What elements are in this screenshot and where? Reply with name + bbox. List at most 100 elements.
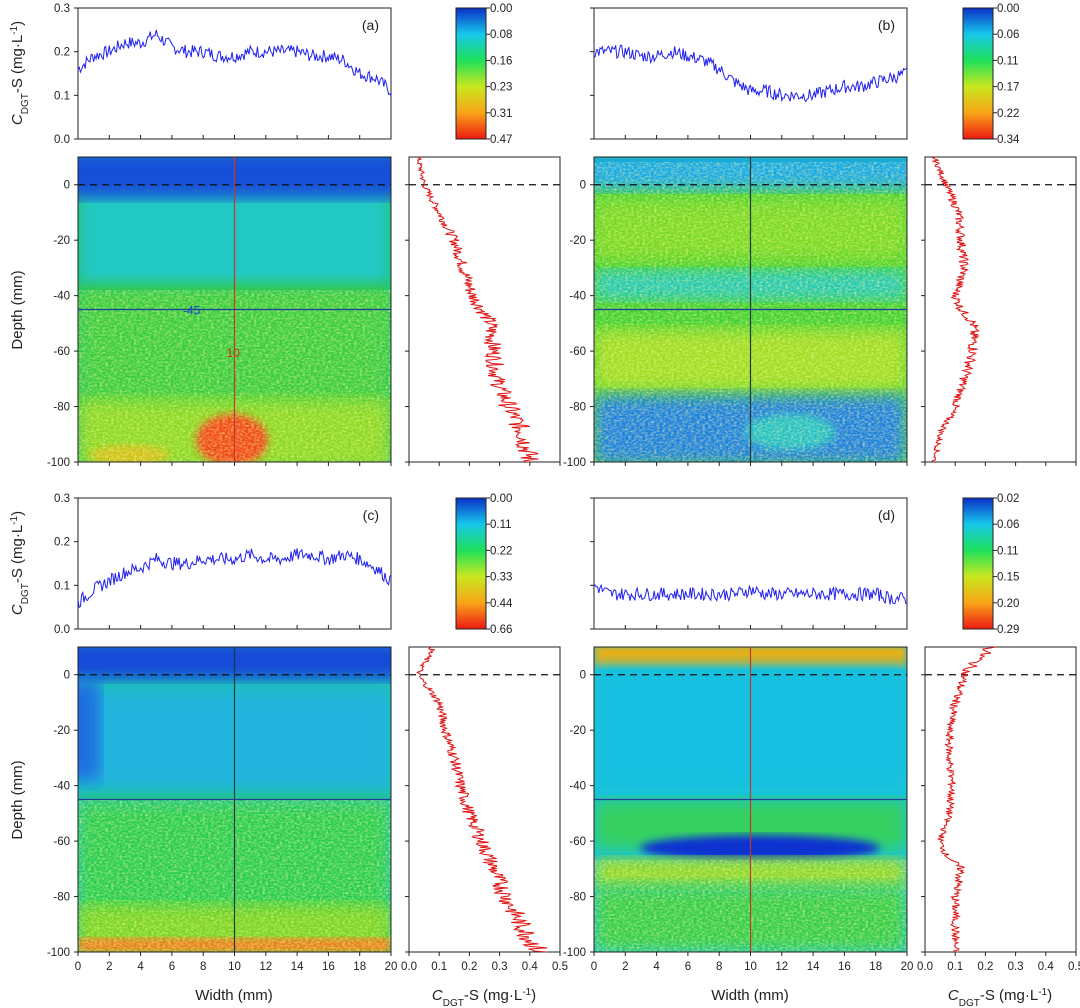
top-ylabel-upper-part: DGT [20, 93, 31, 114]
depth-tick-label-b: -60 [569, 346, 586, 358]
crosshair-width-label-a: 10 [227, 346, 241, 360]
top-ylabel-lower-part: -S (mg·L [9, 525, 26, 583]
top-ytick-label-c: 0.0 [54, 624, 70, 636]
colorbar-d [962, 497, 994, 630]
top-profile-line-b [593, 44, 908, 103]
depth-label-upper: Depth (mm) [9, 270, 26, 349]
depth-profile-line-d [937, 646, 996, 953]
depth-tick-label-c: -100 [47, 947, 70, 959]
top-ylabel-lower-part: C [9, 604, 26, 615]
top-ytick-label-c: 0.1 [54, 580, 70, 592]
conc-label-left-part: -1 [522, 987, 531, 998]
colorbar-tick-label-d: 0.29 [997, 624, 1019, 636]
top-ytick-label-a: 0.1 [54, 90, 70, 102]
width-tick-label-d: 4 [653, 961, 660, 973]
panel-label-c: (c) [363, 507, 379, 523]
depth-tick-label-c: -40 [53, 781, 70, 793]
conc-tick-label-c: 0.3 [492, 961, 508, 973]
colorbar-tick-label-a: 0.23 [490, 82, 512, 94]
width-tick-label-c: 20 [385, 961, 398, 973]
conc-tick-label-c: 0.1 [431, 961, 447, 973]
top-profile-frame-d [593, 497, 908, 630]
conc-tick-label-d: 0.0 [917, 961, 933, 973]
width-label-right: Width (mm) [711, 987, 789, 1004]
depth-tick-label-d: -20 [569, 725, 586, 737]
top-ylabel-upper-part: ) [9, 21, 26, 26]
top-ylabel-upper: CDGT-S (mg·L-1) [9, 21, 31, 125]
top-profile-frame-a [77, 7, 392, 140]
top-profile-line-d [593, 583, 908, 605]
top-ylabel-upper-part: -S (mg·L [9, 35, 26, 93]
colorbar-tick-label-d: 0.11 [997, 545, 1019, 557]
depth-profile-frame-a [408, 156, 561, 463]
depth-tick-label-a: -40 [53, 291, 70, 303]
colorbar-b [962, 7, 994, 140]
depth-tick-label-d: -60 [569, 836, 586, 848]
depth-label-lower: Depth (mm) [9, 760, 26, 839]
depth-tick-label-a: -20 [53, 235, 70, 247]
conc-tick-label-c: 0.4 [522, 961, 539, 973]
depth-tick-label-c: -20 [53, 725, 70, 737]
colorbar-tick-label-b: 0.06 [997, 29, 1019, 41]
width-tick-label-d: 14 [807, 961, 820, 973]
top-ytick-label-c: 0.2 [54, 537, 70, 549]
colorbar-a [455, 7, 487, 140]
top-ylabel-lower-part: DGT [20, 583, 31, 604]
width-tick-label-c: 10 [228, 961, 241, 973]
conc-label-left-part: -S (mg·L [464, 987, 522, 1004]
depth-profile-line-a [416, 156, 539, 463]
depth-tick-label-d: 0 [580, 670, 586, 682]
depth-tick-label-d: -100 [563, 947, 586, 959]
conc-label-right-part: C [948, 987, 959, 1004]
top-ylabel-lower-part: ) [9, 511, 26, 516]
colorbar-tick-label-c: 0.44 [490, 598, 513, 610]
conc-label-left: CDGT-S (mg·L-1) [432, 987, 536, 1008]
colorbar-tick-label-d: 0.06 [997, 519, 1019, 531]
width-tick-label-c: 0 [75, 961, 81, 973]
colorbar-tick-label-b: 0.22 [997, 108, 1019, 120]
width-tick-label-d: 8 [716, 961, 722, 973]
colorbar-tick-label-b: 0.17 [997, 82, 1019, 94]
conc-label-right-part: -S (mg·L [980, 987, 1038, 1004]
depth-tick-label-a: -60 [53, 346, 70, 358]
depth-profile-line-c [416, 646, 548, 953]
conc-label-right-part: ) [1047, 987, 1052, 1004]
top-ylabel-upper-part: -1 [9, 25, 20, 34]
top-ytick-label-a: 0.3 [54, 3, 70, 15]
depth-profile-frame-b [924, 156, 1077, 463]
colorbar-tick-label-c: 0.11 [490, 519, 512, 531]
conc-label-left-part: ) [531, 987, 536, 1004]
depth-tick-label-b: 0 [580, 180, 586, 192]
crosshair-depth-label-a: -45 [183, 304, 201, 318]
colorbar-tick-label-d: 0.15 [997, 572, 1019, 584]
width-tick-label-d: 6 [685, 961, 691, 973]
width-tick-label-c: 14 [291, 961, 304, 973]
depth-tick-label-d: -80 [569, 892, 586, 904]
colorbar-tick-label-c: 0.00 [490, 493, 512, 505]
depth-tick-label-b: -20 [569, 235, 586, 247]
colorbar-tick-label-a: 0.31 [490, 108, 512, 120]
top-ytick-label-c: 0.3 [54, 493, 70, 505]
conc-label-right: CDGT-S (mg·L-1) [948, 987, 1052, 1008]
width-tick-label-c: 4 [137, 961, 144, 973]
width-tick-label-d: 0 [591, 961, 597, 973]
panel-label-d: (d) [878, 507, 895, 523]
conc-tick-label-d: 0.4 [1038, 961, 1055, 973]
width-tick-label-c: 18 [353, 961, 366, 973]
top-ylabel-upper-part: C [9, 114, 26, 125]
top-profile-line-c [77, 548, 392, 609]
width-tick-label-d: 12 [775, 961, 788, 973]
width-tick-label-c: 12 [259, 961, 272, 973]
conc-tick-label-c: 0.2 [461, 961, 477, 973]
colorbar-tick-label-c: 0.22 [490, 545, 512, 557]
depth-tick-label-a: -80 [53, 402, 70, 414]
colorbar-tick-label-a: 0.00 [490, 3, 512, 15]
depth-profile-frame-d [924, 646, 1077, 953]
depth-tick-label-b: -80 [569, 402, 586, 414]
depth-tick-label-a: -100 [47, 457, 70, 469]
width-tick-label-d: 20 [901, 961, 914, 973]
width-tick-label-c: 2 [106, 961, 112, 973]
depth-tick-label-b: -40 [569, 291, 586, 303]
